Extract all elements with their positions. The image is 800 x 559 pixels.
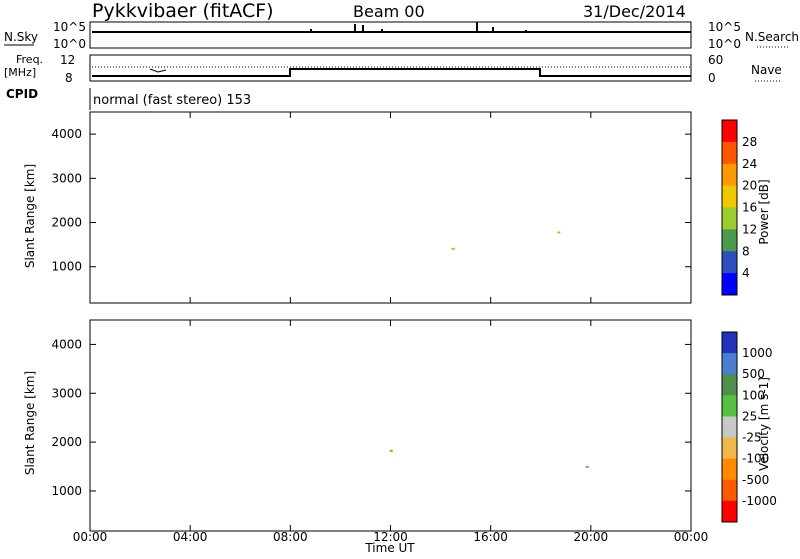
colorbar-tick-label: 16: [742, 201, 757, 215]
colorbar-segment: [722, 374, 737, 396]
colorbar-segment: [722, 251, 737, 274]
velocity-colorbar: [721, 331, 738, 523]
ytick-label: 1000: [51, 260, 82, 274]
power-panel: Slant Range [km] 1000 2000 3000 4000 28 24 20…: [23, 111, 771, 304]
colorbar-tick-label: -500: [742, 473, 769, 487]
power-axis-ticks: [89, 112, 692, 303]
colorbar-segment: [722, 500, 737, 523]
freq-unit: [MHz]: [4, 66, 36, 79]
power-colorbar-label: Power [dB]: [757, 179, 771, 244]
ytick-label: 2000: [51, 435, 82, 449]
time-tick-label: 00:00: [674, 530, 709, 544]
colorbar-segment: [722, 163, 737, 187]
velocity-ylabel: Slant Range [km]: [23, 371, 37, 475]
colorbar-tick-label: 20: [742, 179, 757, 193]
colorbar-segment: [722, 437, 737, 460]
velocity-axis-ticks: [89, 320, 692, 531]
colorbar-segment: [722, 332, 737, 354]
colorbar-segment: [722, 185, 737, 208]
colorbar-tick-label: 1000: [742, 346, 773, 360]
date-title: 31/Dec/2014: [583, 2, 686, 21]
velocity-colorbar-ticks: 1000 500 100 25 -25 -100 -500 -1000: [742, 346, 777, 508]
colorbar-tick-label: -1000: [742, 494, 777, 508]
freq-label: Freq.: [16, 53, 43, 66]
freq-panel: Freq. [MHz] 12 8 60 0 Nave: [4, 53, 782, 85]
ytick-label: 4000: [51, 127, 82, 141]
echo-cell: [389, 449, 393, 452]
time-tick-label: 04:00: [173, 530, 208, 544]
colorbar-segment: [722, 353, 737, 375]
time-axis-ticks: 00:00 04:00 08:00 12:00 16:00 20:00 00:00: [73, 530, 709, 544]
freq-tick-high: 12: [60, 53, 75, 67]
time-tick-label: 20:00: [574, 530, 609, 544]
colorbar-segment: [722, 416, 737, 439]
velocity-colorbar-label: Velocity [m s-1]: [757, 377, 771, 471]
colorbar-tick-label: 100: [742, 388, 765, 402]
colorbar-tick-label: 24: [742, 157, 757, 171]
nave-tick-high: 60: [708, 53, 723, 67]
colorbar-segment: [722, 273, 737, 296]
beam-title: Beam 00: [353, 2, 425, 21]
time-tick-label: 00:00: [73, 530, 108, 544]
cpid-label: CPID: [6, 87, 38, 101]
nsky-tick-low: 10^0: [53, 37, 86, 51]
nsky-spikes: [310, 22, 527, 32]
colorbar-segment: [722, 120, 737, 143]
freq-line: [92, 68, 691, 77]
nsky-panel: N.Sky 10^5 10^0 10^5 10^0 N.Search: [4, 20, 799, 51]
ytick-label: 2000: [51, 216, 82, 230]
power-colorbar: [721, 119, 738, 296]
nsky-tick-high: 10^5: [53, 20, 86, 34]
velocity-panel: Slant Range [km] 1000 2000 3000 4000 1000 50…: [23, 319, 777, 532]
velocity-data: [389, 449, 589, 468]
colorbar-segment: [722, 458, 737, 481]
echo-cell: [451, 247, 455, 250]
nave-label: Nave: [751, 63, 782, 77]
colorbar-tick-label: -25: [742, 431, 762, 445]
ytick-label: 4000: [51, 337, 82, 351]
velocity-ytick-labels: 1000 2000 3000 4000: [51, 337, 82, 498]
colorbar-segment: [722, 395, 737, 417]
nave-tick-low: 0: [708, 71, 716, 85]
nsky-label: N.Sky: [4, 30, 38, 44]
colorbar-segment: [722, 207, 737, 230]
station-title: Pykkvibaer (fitACF): [92, 0, 274, 22]
colorbar-segment: [722, 141, 737, 165]
colorbar-segment: [722, 479, 737, 502]
colorbar-tick-label: 4: [742, 266, 750, 280]
ytick-label: 3000: [51, 386, 82, 400]
colorbar-tick-label: 28: [742, 135, 757, 149]
colorbar-tick-label: 8: [742, 244, 750, 258]
time-tick-label: 08:00: [273, 530, 308, 544]
power-ylabel: Slant Range [km]: [23, 164, 37, 268]
colorbar-tick-label: 25: [742, 409, 757, 423]
colorbar-tick-label: -100: [742, 452, 769, 466]
colorbar-segment: [722, 229, 737, 252]
nsearch-label: N.Search: [745, 30, 799, 44]
echo-cell: [585, 465, 589, 468]
time-tick-label: 12:00: [373, 530, 408, 544]
cpid-value: normal (fast stereo) 153: [93, 93, 251, 108]
nsky-right-tick-high: 10^5: [708, 20, 741, 34]
time-tick-label: 16:00: [473, 530, 508, 544]
time-axis-label: Time UT: [364, 541, 415, 554]
nsky-right-tick-low: 10^0: [708, 37, 741, 51]
power-ytick-labels: 1000 2000 3000 4000: [51, 127, 82, 274]
ytick-label: 1000: [51, 484, 82, 498]
colorbar-tick-label: 12: [742, 222, 757, 236]
power-data: [451, 231, 561, 250]
colorbar-tick-label: 500: [742, 367, 765, 381]
echo-cell: [557, 231, 561, 234]
freq-tick-low: 8: [65, 71, 73, 85]
power-colorbar-ticks: 28 24 20 16 12 8 4: [742, 135, 757, 280]
ytick-label: 3000: [51, 171, 82, 185]
